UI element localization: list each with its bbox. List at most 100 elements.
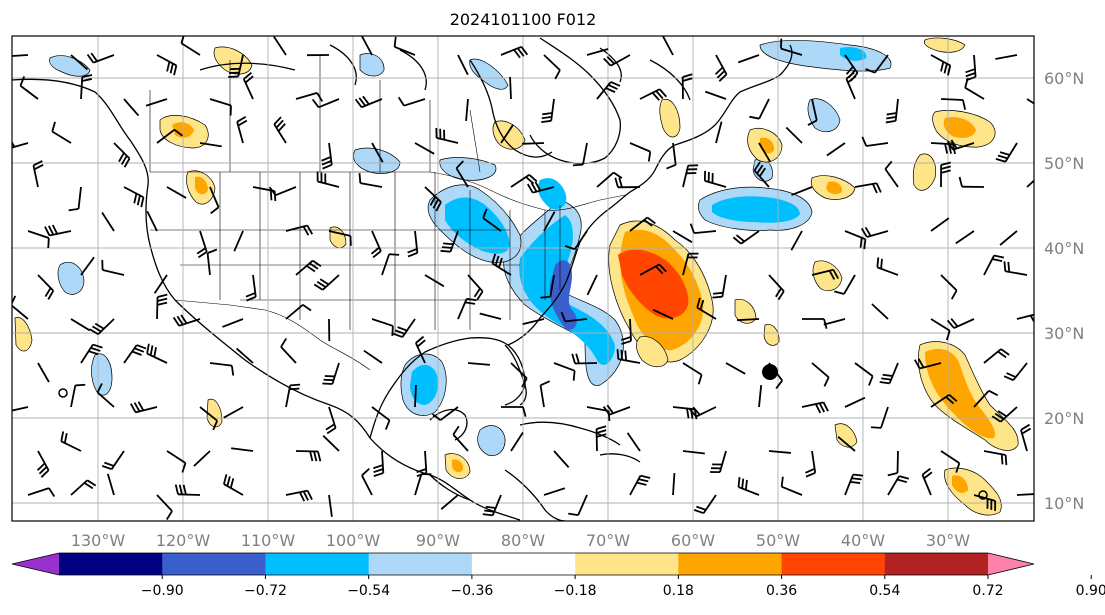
wind-barb bbox=[228, 54, 244, 78]
wind-barb bbox=[19, 76, 39, 100]
wind-barb bbox=[123, 98, 140, 117]
colorbar-tick-label: 0.72 bbox=[972, 583, 1003, 599]
wind-barb bbox=[688, 406, 717, 418]
wind-barb bbox=[682, 252, 699, 276]
wind-barb bbox=[440, 230, 459, 253]
wind-barb bbox=[285, 489, 313, 502]
wind-barb bbox=[172, 314, 201, 327]
colorbar-segment bbox=[575, 553, 679, 575]
wind-barb bbox=[983, 348, 1010, 364]
coastline-cuba bbox=[519, 421, 621, 446]
wind-barb bbox=[682, 362, 703, 385]
wind-barb bbox=[180, 36, 201, 56]
wind-barb bbox=[940, 98, 967, 110]
wind-barb bbox=[80, 343, 103, 364]
wind-barb bbox=[543, 487, 566, 496]
colorbar-segment bbox=[162, 553, 266, 575]
lon-label: 100°W bbox=[326, 531, 381, 550]
wind-barb bbox=[285, 383, 301, 408]
wind-barb bbox=[854, 182, 882, 194]
longitude-labels: 130°W 120°W 110°W 100°W 90°W 80°W 70°W 6… bbox=[71, 531, 970, 550]
map-title: 2024101100 F012 bbox=[449, 10, 597, 29]
anomaly-contour bbox=[943, 117, 976, 138]
wind-barb bbox=[801, 401, 829, 414]
lon-label: 90°W bbox=[416, 531, 460, 550]
wind-barb bbox=[560, 311, 588, 323]
wind-barb bbox=[785, 126, 803, 144]
wind-barb bbox=[328, 230, 352, 246]
wind-barb bbox=[834, 274, 856, 295]
wind-barb bbox=[12, 406, 29, 412]
wind-barb bbox=[12, 140, 29, 149]
wind-barb bbox=[973, 389, 999, 408]
canada-provinces bbox=[149, 55, 481, 173]
storm-center-marker bbox=[762, 364, 778, 380]
wind-barb bbox=[737, 54, 760, 64]
wind-barb bbox=[672, 472, 676, 496]
wind-barb bbox=[983, 254, 1005, 276]
wind-barb bbox=[682, 164, 699, 188]
wind-barb bbox=[86, 52, 115, 64]
wind-barb bbox=[543, 54, 561, 80]
wind-barb bbox=[1026, 179, 1034, 188]
wind-barb bbox=[452, 425, 469, 452]
wind-barb bbox=[273, 36, 287, 56]
wind-barb bbox=[328, 494, 333, 517]
lon-label: 50°W bbox=[756, 531, 800, 550]
colorbar-segment bbox=[884, 553, 989, 575]
wind-barb bbox=[865, 54, 889, 74]
wind-barb bbox=[564, 230, 588, 251]
wind-barb bbox=[70, 54, 89, 71]
wind-barb bbox=[153, 274, 168, 294]
wind-barb bbox=[156, 54, 178, 76]
wind-barb bbox=[983, 450, 1008, 466]
wind-barb bbox=[807, 98, 818, 126]
wind-barb bbox=[233, 230, 244, 252]
wind-barb bbox=[467, 362, 490, 366]
wind-barb bbox=[316, 171, 340, 188]
coastline-canada bbox=[529, 37, 793, 165]
wind-barb bbox=[457, 54, 469, 76]
map-layers bbox=[12, 37, 1019, 521]
anomaly-contour bbox=[519, 215, 615, 365]
wind-barb bbox=[209, 362, 235, 376]
wind-barb bbox=[313, 274, 340, 291]
wind-barb bbox=[325, 406, 337, 435]
calm-wind-marker bbox=[58, 388, 68, 398]
wind-barb bbox=[196, 230, 208, 259]
wind-barb bbox=[553, 362, 576, 381]
wind-barb bbox=[736, 318, 760, 322]
lon-label: 60°W bbox=[671, 531, 715, 550]
wind-barb bbox=[371, 142, 384, 163]
wind-barb bbox=[837, 436, 856, 452]
colorbar: −0.90 −0.72 −0.54 −0.36 −0.18 0.18 0.36 0.54 0.7… bbox=[11, 552, 1105, 599]
lat-label: 10°N bbox=[1044, 494, 1084, 513]
wind-barb bbox=[930, 217, 950, 232]
wind-barb bbox=[322, 435, 340, 452]
colorbar-tick-label: 0.18 bbox=[663, 583, 694, 599]
wind-barb bbox=[940, 161, 951, 188]
wind-barb bbox=[540, 274, 555, 299]
wind-barb bbox=[156, 128, 183, 144]
wind-barb bbox=[826, 142, 846, 157]
wind-barb bbox=[780, 476, 803, 496]
wind-barb bbox=[166, 186, 187, 199]
wind-barb bbox=[666, 142, 677, 170]
wind-barb bbox=[156, 494, 173, 521]
wind-barb bbox=[393, 36, 416, 56]
wind-barb bbox=[964, 77, 985, 100]
wind-barb bbox=[12, 295, 29, 320]
wind-barb bbox=[354, 95, 383, 109]
wind-barb bbox=[457, 297, 477, 320]
anomaly-contour bbox=[477, 425, 506, 456]
wind-barb bbox=[371, 318, 394, 336]
wind-barb bbox=[424, 186, 442, 212]
wind-barb bbox=[758, 385, 763, 408]
wind-barb bbox=[991, 406, 1018, 423]
wind-barb bbox=[870, 406, 889, 429]
wind-barb bbox=[860, 226, 889, 238]
wind-barb bbox=[482, 494, 502, 517]
anomaly-contour bbox=[925, 348, 996, 439]
lon-label: 40°W bbox=[841, 531, 885, 550]
wind-barb bbox=[522, 318, 545, 325]
